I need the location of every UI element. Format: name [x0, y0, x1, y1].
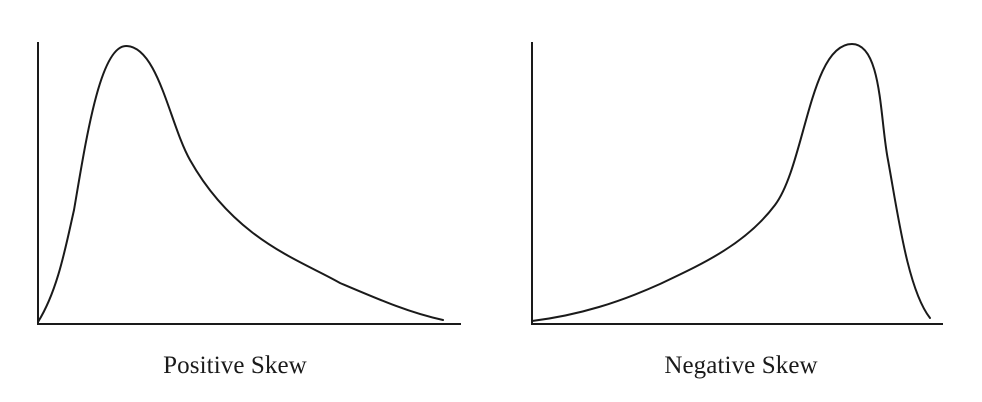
positive-skew-curve — [37, 45, 444, 323]
negative-skew-caption: Negative Skew — [664, 352, 818, 379]
negative-skew-diagram — [531, 42, 943, 325]
positive-skew-caption: Positive Skew — [163, 352, 307, 379]
negative-skew-curve — [531, 43, 931, 322]
positive-skew-diagram — [37, 42, 461, 325]
